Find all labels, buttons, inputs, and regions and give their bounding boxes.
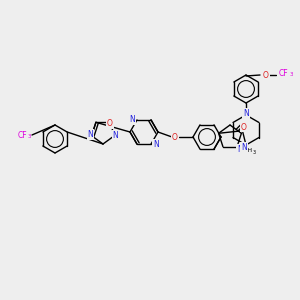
- Text: O: O: [107, 119, 113, 128]
- Text: 3: 3: [27, 134, 31, 140]
- Text: 3: 3: [289, 73, 293, 77]
- Text: N: N: [129, 116, 135, 124]
- Text: N: N: [237, 145, 243, 154]
- Text: O: O: [241, 122, 247, 131]
- Text: N: N: [88, 130, 94, 139]
- Text: N: N: [112, 131, 118, 140]
- Text: N: N: [243, 109, 249, 118]
- Text: 3: 3: [252, 149, 256, 154]
- Text: O: O: [172, 133, 178, 142]
- Text: O: O: [263, 70, 269, 80]
- Text: CF: CF: [17, 130, 27, 140]
- Text: N: N: [241, 142, 247, 152]
- Text: CF: CF: [278, 68, 288, 77]
- Text: N: N: [153, 140, 159, 148]
- Text: CH: CH: [243, 148, 253, 154]
